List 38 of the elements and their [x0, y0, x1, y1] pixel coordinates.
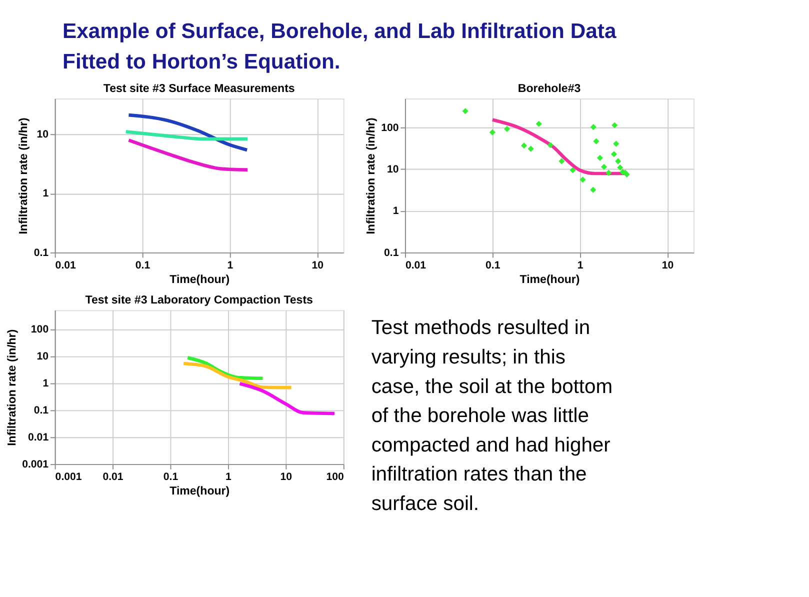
y-tick-label: 1: [392, 205, 399, 218]
x-tick-label: 0.01: [55, 259, 76, 272]
x-axis-title: Time(hour): [520, 274, 580, 286]
chart-title: Borehole#3: [518, 82, 581, 95]
x-tick-label: 1: [226, 470, 232, 483]
x-tick-label: 10: [280, 470, 292, 483]
x-tick-label: 1: [227, 259, 234, 272]
y-tick-label: 10: [36, 350, 49, 362]
chart-title: Test site #3 Surface Measurements: [103, 82, 295, 95]
x-tick-label: 1: [577, 259, 584, 272]
x-tick-label: 0.001: [55, 470, 82, 483]
chart-title: Test site #3 Laboratory Compaction Tests: [85, 294, 313, 306]
y-tick-label: 0.001: [22, 458, 49, 470]
x-axis-title: Time(hour): [170, 485, 230, 498]
y-axis-title: Infiltration rate (in/hr): [6, 329, 18, 446]
y-tick-label: 1: [42, 377, 49, 390]
y-tick-label: 0.1: [384, 246, 399, 259]
text: Example of Surface, Borehole, and Lab Infiltration Data Fitted to Horton’s Equation.: [62, 20, 616, 74]
y-tick-label: 10: [386, 164, 399, 176]
x-tick-label: 0.1: [486, 259, 500, 272]
y-tick-label: 100: [30, 323, 49, 336]
x-tick-label: 0.01: [102, 470, 124, 483]
y-tick-label: 0.1: [34, 404, 49, 416]
y-axis-title: Infiltration rate (in/hr): [18, 118, 30, 234]
x-tick-label: 0.1: [135, 259, 150, 272]
y-tick-label: 100: [381, 122, 399, 134]
x-axis-title: Time(hour): [170, 274, 230, 286]
x-tick-label: 10: [662, 259, 674, 272]
x-tick-label: 0.1: [163, 470, 178, 483]
x-tick-label: 100: [326, 470, 344, 483]
y-axis-title: Infiltration rate (in/hr): [365, 118, 378, 234]
y-tick-label: 0.01: [28, 431, 49, 444]
x-tick-label: 10: [312, 259, 324, 272]
y-tick-label: 10: [36, 128, 49, 141]
y-tick-label: 1: [42, 188, 49, 200]
y-tick-label: 0.1: [34, 246, 49, 259]
text: Test methods resulted in varying results; in this case, the soil at the bottom of the borehole was little compacted and had higher infiltration rates than the surface soil.: [371, 317, 613, 515]
x-tick-label: 0.01: [405, 259, 426, 272]
